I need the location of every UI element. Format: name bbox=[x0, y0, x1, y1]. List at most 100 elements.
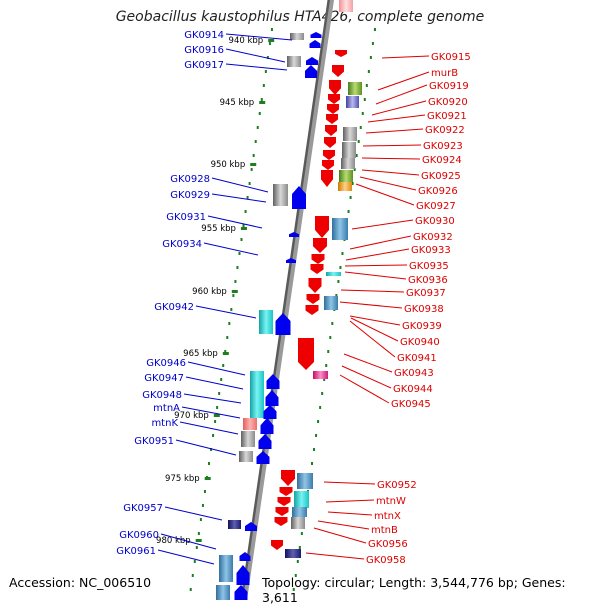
reverse-leader-line bbox=[349, 320, 396, 358]
reverse-gene-arrow bbox=[327, 104, 339, 114]
reverse-gene-label: GK0952 bbox=[377, 480, 417, 491]
ruler-dot-right bbox=[325, 364, 328, 367]
reverse-gene-label: GK0920 bbox=[428, 97, 468, 108]
reverse-gene-arrow bbox=[306, 294, 320, 304]
ruler-dot-right bbox=[355, 154, 358, 157]
reverse-leader-line bbox=[349, 315, 401, 326]
reverse-leader-line bbox=[327, 511, 373, 516]
ruler-dot-right bbox=[351, 182, 354, 185]
reverse-gene-label: GK0915 bbox=[431, 52, 471, 63]
ruler-dot-left bbox=[248, 182, 251, 185]
backbone-shadow bbox=[240, 0, 331, 600]
reverse-leader-line bbox=[361, 157, 421, 160]
forward-leader-line bbox=[175, 439, 237, 456]
forward-gene-label: GK0951 bbox=[134, 436, 174, 447]
reverse-gene-label: GK0922 bbox=[425, 125, 465, 136]
reverse-cog-box bbox=[324, 296, 338, 310]
ruler-dot-left bbox=[236, 266, 239, 269]
reverse-leader-line bbox=[359, 176, 417, 191]
reverse-cog-box bbox=[294, 491, 309, 508]
forward-gene-arrow bbox=[260, 418, 274, 434]
ruler-tick bbox=[240, 227, 247, 230]
reverse-gene-arrow bbox=[315, 216, 329, 238]
ruler-dot-left bbox=[232, 294, 235, 297]
ruler-dot-left bbox=[203, 490, 206, 493]
topology-text: Topology: circular; Length: 3,544,776 bp… bbox=[262, 575, 566, 605]
ruler-dot-left bbox=[212, 434, 215, 437]
forward-leader-line bbox=[157, 549, 215, 565]
reverse-cog-box bbox=[341, 158, 355, 169]
forward-gene-arrow bbox=[266, 374, 280, 389]
ruler-label: 960 kbp bbox=[192, 287, 227, 297]
ruler-dot-left bbox=[242, 224, 245, 227]
reverse-cog-box bbox=[348, 82, 362, 95]
reverse-gene-arrow bbox=[335, 50, 347, 57]
ruler-dot-right bbox=[365, 84, 368, 87]
reverse-gene-label: mtnB bbox=[371, 525, 398, 536]
forward-leader-line bbox=[179, 421, 239, 435]
ruler-dot-left bbox=[218, 392, 221, 395]
reverse-gene-label: mtnX bbox=[374, 511, 401, 522]
ruler-tick bbox=[222, 352, 229, 355]
reverse-leader-line bbox=[367, 114, 426, 123]
reverse-gene-label: GK0923 bbox=[423, 141, 463, 152]
ruler-label: 945 kbp bbox=[220, 98, 255, 108]
reverse-cog-box bbox=[332, 218, 348, 240]
reverse-gene-label: GK0924 bbox=[422, 155, 462, 166]
reverse-gene-arrow bbox=[324, 137, 336, 148]
reverse-cog-box bbox=[292, 507, 307, 517]
ruler-dot-right bbox=[367, 70, 370, 73]
ruler-dot-right bbox=[296, 560, 299, 563]
reverse-gene-arrow bbox=[277, 497, 291, 506]
forward-gene-label: GK0957 bbox=[123, 503, 163, 514]
backbone-line bbox=[242, 0, 335, 600]
forward-gene-label: GK0928 bbox=[170, 174, 210, 185]
ruler-dot-left bbox=[199, 518, 202, 521]
reverse-leader-line bbox=[377, 71, 430, 91]
ruler-dot-left bbox=[254, 140, 257, 143]
ruler-dot-left bbox=[195, 546, 198, 549]
reverse-gene-arrow bbox=[328, 94, 340, 104]
reverse-cog-box bbox=[343, 127, 357, 141]
reverse-cog-box bbox=[291, 517, 305, 529]
ruler-dot-left bbox=[240, 238, 243, 241]
forward-leader-line bbox=[187, 361, 246, 376]
reverse-gene-arrow bbox=[325, 125, 337, 136]
reverse-gene-arrow bbox=[329, 80, 341, 95]
ruler-dot-left bbox=[264, 70, 267, 73]
reverse-leader-line bbox=[361, 169, 420, 176]
forward-gene-arrow bbox=[263, 405, 277, 419]
genome-backbone bbox=[240, 0, 335, 600]
reverse-cog-box bbox=[326, 272, 341, 276]
ruler-label: 965 kbp bbox=[183, 349, 218, 359]
forward-gene-arrow bbox=[258, 434, 272, 449]
reverse-leader-line bbox=[339, 374, 390, 404]
ruler-dot-left bbox=[244, 210, 247, 213]
forward-gene-arrow bbox=[275, 313, 291, 335]
forward-gene-arrow bbox=[309, 40, 321, 48]
reverse-cog-box bbox=[346, 96, 359, 108]
forward-gene-label: GK0946 bbox=[146, 358, 186, 369]
reverse-leader-line bbox=[375, 84, 428, 105]
reverse-gene-arrow bbox=[311, 254, 325, 264]
forward-gene-label: GK0929 bbox=[170, 190, 210, 201]
reverse-gene-label: GK0919 bbox=[429, 81, 469, 92]
ruler-dot-right bbox=[335, 294, 338, 297]
reverse-gene-label: GK0927 bbox=[416, 201, 456, 212]
ruler-dot-left bbox=[262, 84, 265, 87]
ruler-dot-right bbox=[300, 532, 303, 535]
ruler-label: 955 kbp bbox=[201, 224, 236, 234]
forward-leader-line bbox=[160, 533, 217, 550]
reverse-gene-label: GK0926 bbox=[418, 186, 458, 197]
ruler-tick bbox=[213, 414, 220, 417]
forward-gene-label: GK0934 bbox=[162, 239, 202, 250]
forward-cog-box bbox=[239, 451, 253, 462]
forward-gene-label: mtnK bbox=[151, 418, 178, 429]
forward-gene-label: GK0960 bbox=[119, 530, 159, 541]
ruler-dot-right bbox=[319, 406, 322, 409]
forward-leader-line bbox=[203, 242, 259, 256]
reverse-cog-box bbox=[339, 170, 353, 182]
ruler-label: 980 kbp bbox=[156, 536, 191, 546]
ruler-dot-right bbox=[329, 336, 332, 339]
